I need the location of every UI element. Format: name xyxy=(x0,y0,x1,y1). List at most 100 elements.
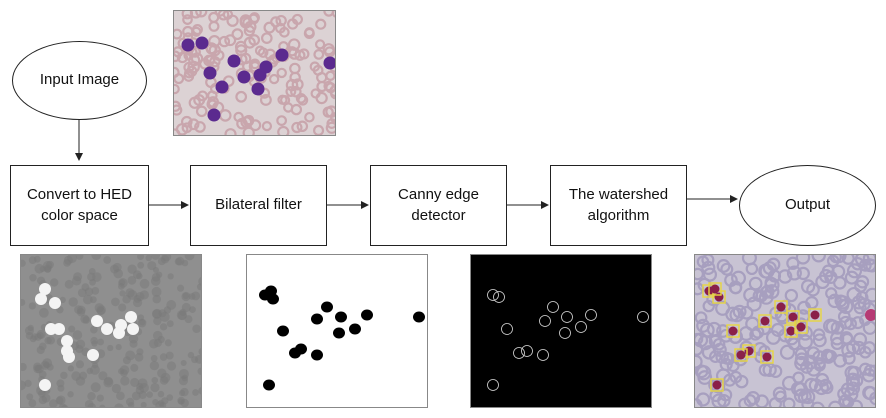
red-blood-cell xyxy=(224,128,237,135)
red-blood-cell xyxy=(849,399,864,407)
texture-dot xyxy=(29,274,37,282)
texture-dot xyxy=(166,320,174,328)
texture-dot xyxy=(139,382,149,393)
red-blood-cell xyxy=(304,111,315,123)
white-blood-cell xyxy=(207,108,221,122)
red-blood-cell xyxy=(174,128,181,135)
texture-dot xyxy=(103,377,114,388)
texture-dot xyxy=(164,339,172,347)
red-blood-cell xyxy=(695,354,703,369)
red-blood-cell xyxy=(277,125,290,135)
edge-contour xyxy=(561,311,573,323)
edge-contour xyxy=(487,289,499,301)
red-blood-cell xyxy=(189,46,201,58)
texture-dot xyxy=(90,325,98,334)
input-image-node: Input Image xyxy=(12,41,147,120)
texture-dot xyxy=(120,376,130,386)
red-blood-cell xyxy=(174,83,180,95)
red-blood-cell xyxy=(174,104,183,116)
texture-dot xyxy=(33,362,42,371)
red-blood-cell xyxy=(701,255,715,267)
texture-dot xyxy=(181,374,189,382)
red-blood-cell xyxy=(800,279,816,294)
red-blood-cell xyxy=(314,39,326,50)
red-blood-cell xyxy=(716,259,731,273)
red-blood-cell xyxy=(702,299,715,313)
red-blood-cell xyxy=(841,332,854,346)
texture-dot xyxy=(114,403,124,407)
red-blood-cell xyxy=(242,126,255,135)
red-blood-cell xyxy=(819,269,834,284)
input-blood-smear-image xyxy=(173,10,336,136)
edge-contour xyxy=(559,327,571,339)
red-blood-cell xyxy=(753,341,768,357)
texture-dot xyxy=(139,290,149,300)
red-blood-cell xyxy=(830,336,844,351)
red-blood-cell xyxy=(762,362,777,377)
red-blood-cell xyxy=(214,11,226,17)
texture-dot xyxy=(68,297,78,307)
red-blood-cell xyxy=(711,393,727,407)
red-blood-cell xyxy=(797,300,812,315)
bright-cell xyxy=(61,335,73,347)
red-blood-cell xyxy=(743,394,757,407)
texture-dot xyxy=(39,307,49,318)
red-blood-cell xyxy=(833,353,847,368)
watershed-output-image xyxy=(694,254,876,408)
texture-dot xyxy=(112,262,122,272)
red-blood-cell xyxy=(189,11,202,19)
red-blood-cell xyxy=(846,263,863,279)
red-blood-cell xyxy=(176,51,189,64)
texture-dot xyxy=(125,288,135,298)
red-blood-cell xyxy=(857,297,871,311)
red-blood-cell xyxy=(263,21,276,34)
red-blood-cell xyxy=(764,284,780,300)
red-blood-cell xyxy=(289,71,301,84)
red-blood-cell xyxy=(720,262,734,276)
texture-dot xyxy=(46,260,54,269)
texture-dot xyxy=(21,259,26,267)
edge-contour xyxy=(521,345,533,357)
texture-dot xyxy=(59,296,66,304)
red-blood-cell xyxy=(828,400,843,407)
detected-cell xyxy=(710,284,720,294)
red-blood-cell xyxy=(746,296,762,312)
red-blood-cell xyxy=(731,270,746,286)
texture-dot xyxy=(75,255,84,260)
red-blood-cell xyxy=(188,96,201,109)
texture-dot xyxy=(28,399,37,407)
detection-box xyxy=(774,300,788,314)
texture-dot xyxy=(98,371,108,381)
detected-cell xyxy=(744,346,754,356)
texture-dot xyxy=(56,395,66,405)
red-blood-cell xyxy=(297,94,309,106)
red-blood-cell xyxy=(330,88,335,100)
texture-dot xyxy=(198,387,201,395)
convert-hed-node: Convert to HED color space xyxy=(10,165,149,246)
red-blood-cell xyxy=(835,295,850,310)
red-blood-cell xyxy=(323,11,335,17)
texture-dot xyxy=(91,255,102,261)
texture-dot xyxy=(181,302,191,312)
red-blood-cell xyxy=(696,318,711,333)
red-blood-cell xyxy=(243,36,256,49)
texture-dot xyxy=(150,354,158,362)
red-blood-cell xyxy=(841,255,855,265)
red-blood-cell xyxy=(786,265,802,281)
canny-edge-node: Canny edge detector xyxy=(370,165,507,246)
red-blood-cell xyxy=(745,262,759,276)
red-blood-cell xyxy=(813,357,826,370)
black-blob xyxy=(263,379,275,391)
texture-dot xyxy=(111,383,121,394)
red-blood-cell xyxy=(732,304,747,319)
red-blood-cell xyxy=(851,295,866,310)
red-blood-cell xyxy=(322,43,335,56)
texture-dot xyxy=(67,391,74,398)
black-blob xyxy=(265,285,277,297)
red-blood-cell xyxy=(862,258,875,273)
texture-dot xyxy=(41,393,51,403)
white-blood-cell xyxy=(323,56,335,70)
black-background xyxy=(471,255,651,407)
red-blood-cell xyxy=(855,275,870,289)
red-blood-cell xyxy=(174,66,180,79)
